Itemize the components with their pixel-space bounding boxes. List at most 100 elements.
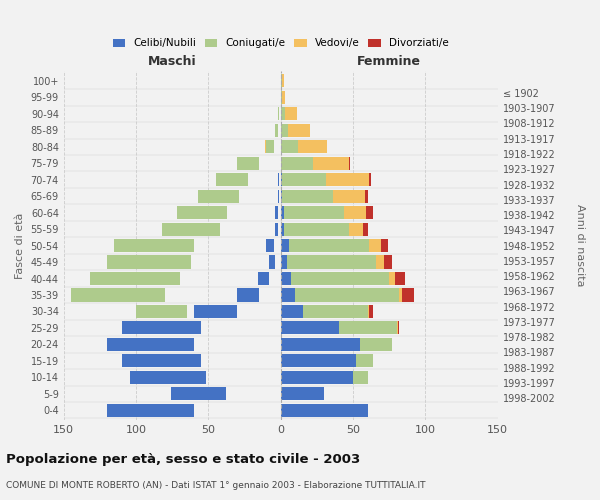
Bar [239, 156, 249, 170]
Bar [238, 288, 259, 302]
Bar [181, 322, 182, 334]
Bar [167, 322, 184, 334]
Bar [368, 305, 369, 318]
Bar [284, 206, 344, 219]
Bar [313, 156, 349, 170]
Legend: Celibi/Nubili, Coniugati/e, Vedovi/e, Divorziati/e: Celibi/Nubili, Coniugati/e, Vedovi/e, Di… [109, 34, 453, 52]
Bar [176, 239, 182, 252]
Bar [233, 173, 235, 186]
Bar [281, 239, 289, 252]
Bar [282, 173, 326, 186]
Bar [194, 305, 238, 318]
Bar [281, 354, 356, 368]
Bar [184, 305, 185, 318]
Bar [281, 107, 285, 120]
Bar [398, 322, 400, 334]
Bar [122, 322, 201, 334]
Bar [353, 370, 368, 384]
Text: Popolazione per età, sesso e stato civile - 2003: Popolazione per età, sesso e stato civil… [6, 452, 360, 466]
Bar [282, 190, 333, 202]
Bar [400, 288, 403, 302]
Bar [216, 173, 248, 186]
Bar [363, 222, 368, 235]
Bar [326, 173, 369, 186]
Bar [281, 91, 282, 104]
Bar [171, 272, 175, 285]
Bar [389, 272, 395, 285]
Bar [246, 156, 248, 170]
Bar [107, 338, 194, 351]
Bar [287, 256, 376, 268]
Bar [107, 404, 194, 417]
Bar [369, 305, 373, 318]
Bar [281, 322, 338, 334]
Bar [349, 222, 363, 235]
Bar [266, 140, 274, 153]
Bar [90, 272, 179, 285]
Bar [136, 305, 187, 318]
Bar [275, 222, 278, 235]
Y-axis label: Anni di nascita: Anni di nascita [575, 204, 585, 287]
Bar [206, 222, 210, 235]
Bar [281, 173, 282, 186]
Bar [107, 256, 191, 268]
Bar [338, 322, 397, 334]
Bar [162, 222, 220, 235]
Bar [278, 173, 280, 186]
Bar [282, 74, 284, 88]
Bar [281, 256, 287, 268]
Bar [269, 256, 275, 268]
Bar [291, 272, 389, 285]
Bar [171, 387, 226, 400]
Bar [380, 239, 388, 252]
Bar [275, 124, 278, 137]
Bar [369, 173, 371, 186]
Bar [281, 156, 313, 170]
Bar [172, 256, 179, 268]
Bar [71, 288, 165, 302]
Bar [282, 91, 285, 104]
Bar [182, 256, 187, 268]
Bar [216, 190, 227, 202]
Text: Femmine: Femmine [358, 54, 421, 68]
Bar [200, 370, 203, 384]
Bar [266, 239, 274, 252]
Bar [403, 288, 414, 302]
Bar [281, 370, 353, 384]
Text: Maschi: Maschi [148, 54, 197, 68]
Bar [344, 206, 366, 219]
Bar [130, 370, 206, 384]
Bar [356, 354, 373, 368]
Bar [281, 190, 282, 202]
Bar [265, 140, 269, 153]
Bar [275, 206, 278, 219]
Bar [298, 140, 327, 153]
Bar [369, 239, 380, 252]
Bar [281, 305, 302, 318]
Bar [284, 222, 349, 235]
Bar [361, 338, 392, 351]
Bar [206, 206, 213, 219]
Bar [281, 338, 361, 351]
Bar [281, 124, 288, 137]
Bar [148, 288, 155, 302]
Bar [199, 190, 239, 202]
Bar [182, 239, 188, 252]
Bar [281, 74, 282, 88]
Bar [208, 222, 214, 235]
Bar [366, 206, 373, 219]
Bar [159, 288, 162, 302]
Bar [171, 338, 182, 351]
Bar [295, 288, 400, 302]
Bar [376, 256, 383, 268]
Bar [158, 272, 167, 285]
Bar [179, 322, 181, 334]
Bar [349, 156, 350, 170]
Bar [213, 206, 220, 219]
Bar [288, 124, 310, 137]
Bar [278, 107, 280, 120]
Bar [281, 387, 324, 400]
Bar [115, 239, 194, 252]
Bar [281, 140, 298, 153]
Bar [179, 305, 182, 318]
